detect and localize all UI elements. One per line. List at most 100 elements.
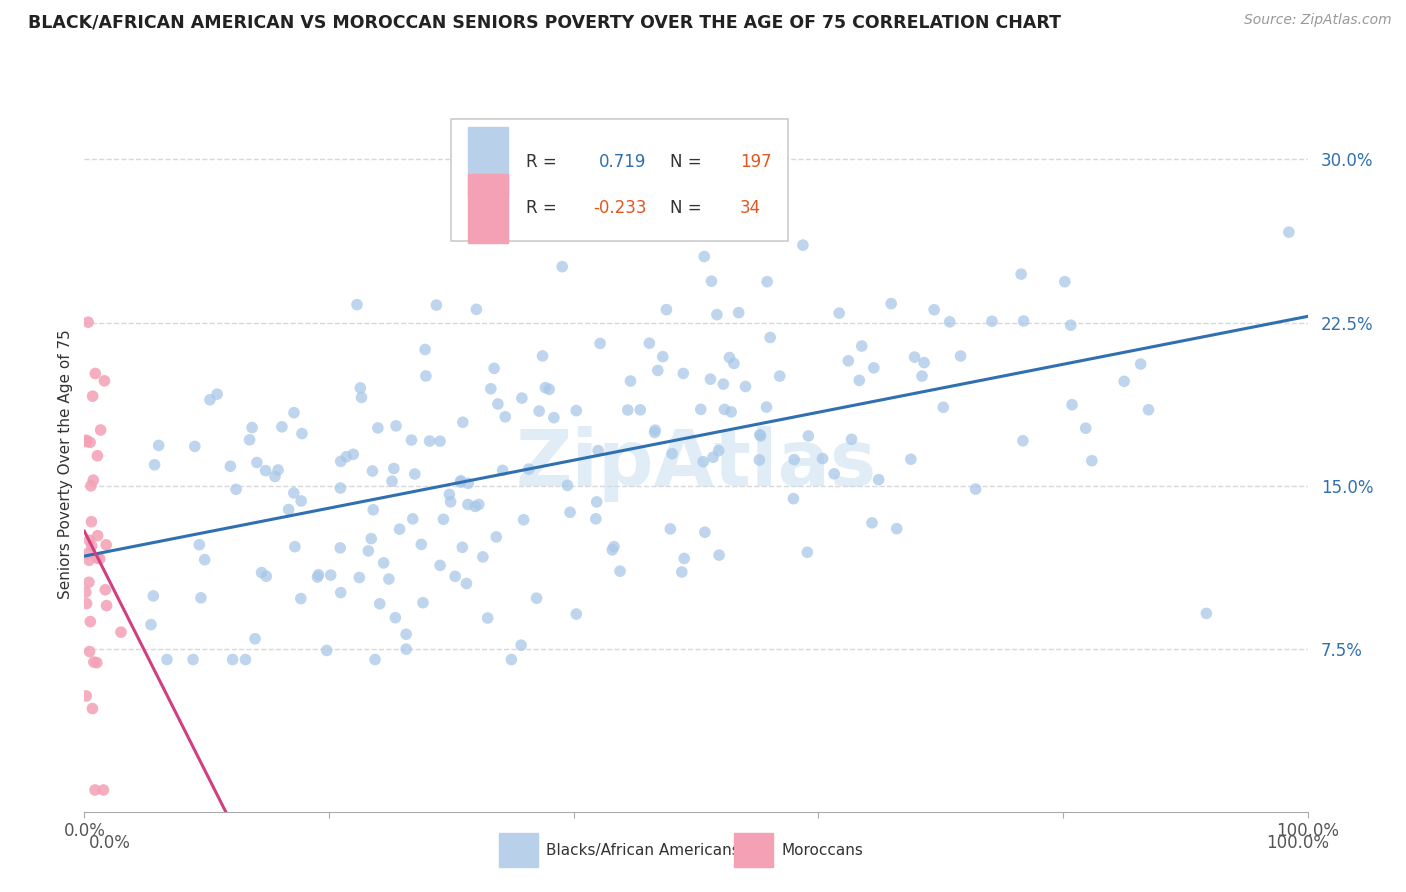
Point — [329, 481, 352, 495]
Point — [647, 363, 669, 377]
Point — [385, 418, 408, 433]
Point — [692, 455, 714, 469]
Point — [450, 474, 472, 488]
Point — [693, 250, 716, 264]
Point — [142, 589, 165, 603]
Point — [90, 423, 112, 437]
Point — [219, 459, 242, 474]
Point — [718, 351, 741, 365]
Point — [93, 374, 115, 388]
Point — [77, 575, 100, 590]
Point — [485, 530, 508, 544]
Point — [510, 638, 533, 652]
Point — [384, 611, 406, 625]
Point — [837, 353, 859, 368]
Point — [402, 512, 425, 526]
Point — [565, 403, 588, 417]
Point — [900, 452, 922, 467]
Point — [491, 463, 513, 477]
Point — [205, 387, 228, 401]
Point — [699, 372, 721, 386]
Point — [75, 689, 97, 703]
Point — [315, 643, 337, 657]
Point — [517, 462, 540, 476]
Point — [246, 455, 269, 469]
Text: 100.0%: 100.0% — [1265, 834, 1329, 852]
Point — [619, 374, 641, 388]
Point — [395, 627, 418, 641]
Point — [139, 617, 162, 632]
Point — [479, 382, 502, 396]
Point — [364, 652, 387, 666]
Point — [439, 495, 461, 509]
Point — [83, 655, 105, 669]
Point — [501, 652, 523, 666]
Point — [702, 450, 724, 465]
Point — [84, 367, 107, 381]
FancyBboxPatch shape — [451, 120, 787, 241]
FancyBboxPatch shape — [468, 174, 508, 244]
Point — [361, 464, 384, 478]
Text: R =: R = — [526, 153, 562, 171]
Point — [188, 538, 211, 552]
Point — [271, 419, 294, 434]
Point — [1053, 275, 1076, 289]
Point — [80, 539, 103, 553]
Point — [494, 409, 516, 424]
Point — [401, 433, 423, 447]
Point — [711, 377, 734, 392]
Point — [851, 339, 873, 353]
Point — [932, 401, 955, 415]
Point — [1012, 434, 1035, 448]
Point — [558, 505, 581, 519]
Point — [350, 391, 373, 405]
Point — [77, 553, 100, 567]
Point — [291, 426, 314, 441]
Point — [512, 513, 534, 527]
Point — [388, 522, 411, 536]
Point — [432, 512, 454, 526]
Text: 0.719: 0.719 — [599, 153, 647, 171]
Point — [1074, 421, 1097, 435]
Text: 197: 197 — [740, 153, 772, 171]
Point — [981, 314, 1004, 328]
Point — [720, 405, 742, 419]
Point — [707, 548, 730, 562]
Text: N =: N = — [671, 199, 707, 218]
Point — [628, 402, 651, 417]
Point — [534, 381, 557, 395]
Point — [235, 652, 257, 666]
Point — [240, 420, 263, 434]
Point — [468, 498, 491, 512]
Point — [110, 625, 132, 640]
Point — [89, 551, 111, 566]
Point — [749, 429, 772, 443]
Point — [80, 479, 103, 493]
Point — [922, 302, 945, 317]
Point — [811, 451, 834, 466]
Point — [782, 491, 804, 506]
Point — [198, 392, 221, 407]
Point — [429, 558, 451, 573]
Point — [86, 551, 108, 566]
Point — [949, 349, 972, 363]
Point — [792, 238, 814, 252]
Point — [75, 434, 97, 448]
Point — [267, 463, 290, 477]
Point — [911, 369, 934, 384]
Point — [264, 469, 287, 483]
Point — [565, 607, 588, 621]
Point — [412, 596, 434, 610]
Point — [335, 450, 357, 464]
Text: N =: N = — [671, 153, 707, 171]
Point — [76, 597, 98, 611]
Point — [77, 315, 100, 329]
Point — [880, 296, 903, 310]
Point — [75, 434, 97, 449]
Point — [429, 434, 451, 449]
Point — [79, 533, 101, 548]
Point — [486, 397, 509, 411]
Point — [425, 298, 447, 312]
Point — [783, 452, 806, 467]
Point — [673, 551, 696, 566]
